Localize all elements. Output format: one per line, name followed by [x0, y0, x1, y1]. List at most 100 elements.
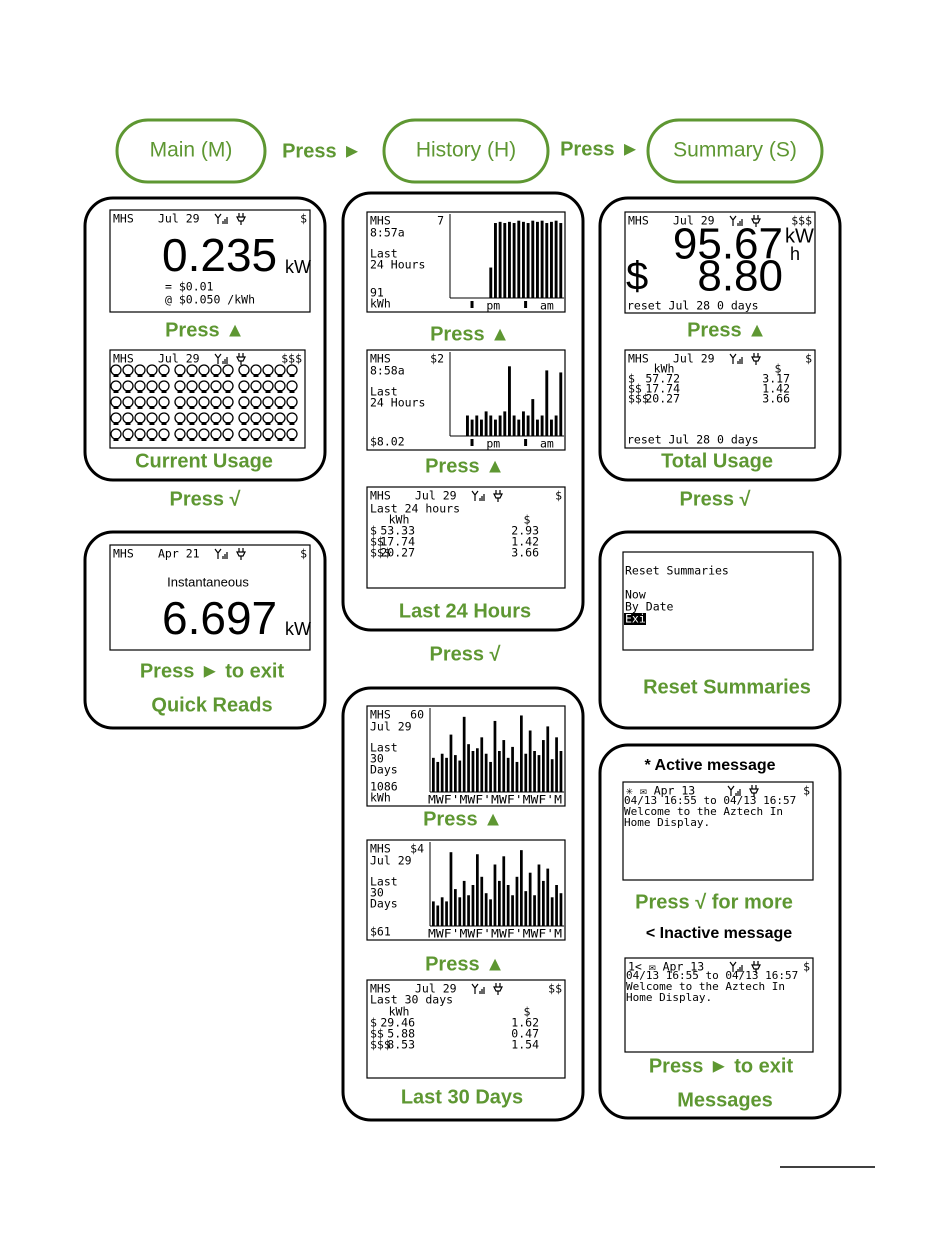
chart-time: Jul 29: [370, 720, 412, 734]
bulb-base: [213, 422, 219, 425]
tier-label: $$: [370, 535, 384, 549]
bulb-base: [125, 374, 131, 377]
bulb-base: [213, 438, 219, 441]
price-tier: $: [555, 489, 562, 503]
usage-bar: [489, 761, 492, 792]
bulb-base: [137, 390, 143, 393]
usage-bar: [545, 223, 549, 298]
usage-bar: [494, 223, 497, 298]
usage-bar: [554, 415, 558, 436]
usage-bar: [493, 720, 497, 792]
bulb-base: [265, 422, 271, 425]
bulb-base: [161, 422, 167, 425]
usage-bar: [489, 267, 493, 298]
usage-bar: [432, 757, 435, 792]
cost-symbol: $: [626, 255, 648, 299]
usage-bar: [458, 897, 462, 926]
price-tier: $: [803, 960, 810, 974]
bulb-base: [113, 438, 119, 441]
usage-bar: [531, 399, 535, 436]
chart-time: Jul 29: [370, 854, 412, 868]
usage-bar: [471, 751, 475, 792]
usage-bar: [445, 901, 448, 926]
panel: [341, 191, 585, 632]
chart-label: 30: [370, 752, 384, 766]
panel-title: Quick Reads: [151, 694, 272, 716]
reset-line: reset Jul 28 0 days: [627, 299, 759, 313]
usage-bar: [542, 880, 545, 926]
panel-title: Messages: [677, 1089, 773, 1111]
mode-indicator: MHS: [113, 547, 134, 561]
price-tier: $$$: [281, 352, 302, 366]
bulb-base: [137, 422, 143, 425]
press-instruction: Press ▲: [425, 953, 505, 975]
usage-bar: [555, 737, 558, 792]
column-header: $: [524, 513, 531, 527]
usage-bar: [440, 897, 444, 926]
usage-bar: [436, 905, 440, 926]
bulb-base: [177, 406, 183, 409]
mode-indicator: MHS: [370, 982, 391, 996]
press-instruction: Press √: [429, 643, 501, 665]
column-header: $: [524, 1005, 531, 1019]
bulb-base: [201, 438, 207, 441]
status-date: Jul 29: [158, 212, 200, 226]
press-arrow: Press ►: [560, 138, 640, 160]
usage-bar: [559, 372, 563, 436]
usage-bar: [520, 715, 523, 792]
bulb-base: [113, 390, 119, 393]
lcd-screen: [366, 839, 566, 941]
power-icon: [236, 353, 246, 365]
power-icon: [236, 213, 246, 225]
usage-cost: = $0.01: [165, 280, 214, 294]
bulb-base: [113, 374, 119, 377]
usage-bar: [517, 220, 521, 298]
usage-unit: kW: [285, 619, 311, 639]
usage-bar: [559, 223, 563, 298]
mode-indicator: MHS: [370, 842, 391, 856]
usage-bar: [540, 415, 544, 436]
screen-heading: Reset Summaries: [625, 564, 729, 578]
bulb-base: [277, 406, 283, 409]
total-unit: h: [790, 244, 800, 264]
usage-bar: [542, 740, 545, 792]
usage-bar: [480, 419, 483, 436]
usage-bar: [480, 876, 484, 926]
bulb-base: [225, 422, 231, 425]
usage-bar: [554, 220, 558, 298]
chart-label: 24 Hours: [370, 396, 425, 410]
bulb-base: [125, 438, 131, 441]
usage-bar: [462, 716, 466, 792]
usage-bar: [559, 751, 563, 792]
usage-bar: [506, 885, 510, 926]
bulb-base: [149, 406, 155, 409]
usage-bar: [494, 419, 497, 436]
usage-bar: [480, 737, 484, 792]
signal-icon: [729, 961, 743, 972]
press-instruction: Press ▲: [165, 319, 245, 341]
usage-reading: 0.235: [162, 229, 277, 281]
usage-bar: [550, 897, 554, 926]
panel-title: Last 24 Hours: [399, 600, 531, 622]
bulb-base: [253, 406, 259, 409]
column-header: kWh: [389, 513, 410, 527]
x-axis-label: am: [540, 437, 554, 451]
mode-pill-label: Main (M): [150, 139, 233, 162]
press-instruction: Press √ for more: [635, 891, 793, 913]
lcd-screen: [624, 211, 816, 314]
price-tier: $$$: [791, 214, 812, 228]
usage-bar: [470, 419, 474, 436]
press-instruction: Press ► to exit: [649, 1055, 794, 1077]
usage-bar: [536, 419, 539, 436]
total-kwh: 95.67: [673, 220, 783, 269]
usage-bar: [467, 744, 470, 792]
usage-bar: [526, 415, 530, 436]
cost-value: 3.66: [511, 546, 539, 560]
chart-label: 24 Hours: [370, 258, 425, 272]
usage-bar: [503, 411, 507, 436]
panel-title: Total Usage: [661, 450, 773, 472]
usage-bar: [436, 761, 440, 792]
usage-bar: [517, 419, 521, 436]
kwh-value: 8.53: [387, 1038, 415, 1052]
menu-option: Now: [625, 588, 646, 602]
